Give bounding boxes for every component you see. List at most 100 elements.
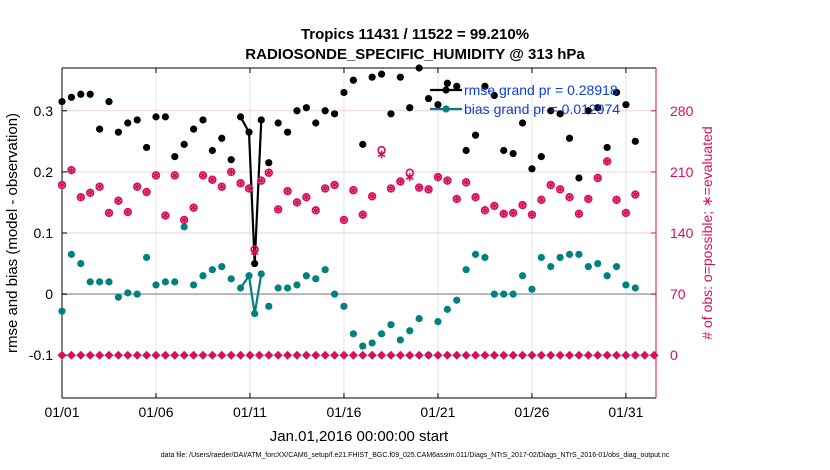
rmse-point [509,149,517,158]
y-tick-label-left: 0.1 [34,225,54,241]
rmse-point [67,93,75,101]
bias-series-line [239,272,263,314]
evaluated-obs-point [236,179,245,188]
bias-point [396,336,404,344]
evaluated-obs-point [105,208,113,217]
rmse-point [415,64,423,72]
evaluated-obs-point [189,203,198,212]
rmse-point [293,107,301,115]
rmse-point [199,116,207,124]
evaluated-obs-point [518,201,527,210]
bias-point [142,253,151,262]
zero-obs-marker [85,350,95,360]
evaluated-obs-point [622,208,630,217]
bias-point [86,278,94,286]
evaluated-obs-point [199,171,207,180]
x-tick-label: 01/01 [44,404,79,420]
evaluated-obs-point [293,198,301,207]
evaluated-obs-point [631,190,640,199]
zero-obs-marker [217,350,227,360]
legend-bias-swatch-marker [442,105,450,113]
y-tick-label-left: -0.1 [29,347,53,363]
bias-point [124,289,132,297]
legend-bias-label: bias grand pr = 0.012974 [464,101,620,117]
y-axis-label-left: rmse and bias (model - observation) [4,113,21,353]
bias-point [265,302,273,310]
zero-obs-marker [301,350,311,360]
rmse-point [359,140,367,148]
zero-obs-marker [283,350,293,360]
evaluated-obs-point [490,201,499,210]
zero-obs-marker [386,350,396,360]
bias-point [359,342,367,350]
evaluated-obs-point [250,248,259,257]
rmse-point [396,73,404,81]
bias-point [631,284,639,292]
rmse-point [180,140,188,148]
bias-point [368,339,376,347]
evaluated-obs-point [443,176,452,185]
zero-obs-marker [546,350,556,360]
x-axis-label: Jan.01,2016 00:00:00 start [270,428,449,445]
bias-point [161,278,169,286]
rmse-point [462,146,470,155]
y-tick-label-left: 0.3 [34,103,54,119]
evaluated-obs-point [358,210,367,219]
rmse-point [86,90,94,98]
evaluated-obs-point [481,206,489,215]
evaluated-obs-point [123,208,132,217]
rmse-point [236,113,245,121]
evaluated-obs-point [311,206,320,215]
evaluated-obs-point [76,193,85,202]
zero-obs-marker [555,350,565,360]
y-tick-label-right: 140 [670,225,694,241]
x-tick-label: 01/16 [326,404,361,420]
bias-point [518,272,527,280]
zero-obs-marker [132,350,142,360]
evaluated-obs-point [499,209,508,218]
bias-point [251,310,259,318]
rmse-point [603,143,611,152]
rmse-point [443,79,451,87]
bias-point [208,266,216,274]
rmse-point [274,119,282,127]
evaluated-obs-point [584,194,593,203]
y-tick-label-left: 0.2 [34,164,54,180]
evaluated-obs-point [180,215,189,224]
zero-obs-marker [320,350,330,360]
zero-obs-marker [245,350,255,360]
zero-obs-marker [198,350,208,360]
rmse-series-line [239,116,263,264]
bias-point [603,272,611,280]
x-tick-label: 01/21 [420,404,455,420]
zero-obs-marker [179,350,189,360]
bias-point [594,259,602,268]
zero-obs-marker [593,350,603,360]
rmse-point [208,146,216,155]
evaluated-obs-point [302,193,311,202]
evaluated-obs-point [95,182,104,191]
rmse-point [622,101,630,109]
rmse-point [58,98,66,106]
evaluated-obs-point [546,180,555,189]
bias-point [490,290,498,298]
evaluated-obs-point [612,195,621,204]
evaluated-obs-point [86,188,95,197]
zero-obs-marker [76,350,86,360]
evaluated-obs-point [283,187,292,196]
rmse-point [340,88,348,97]
rmse-point [387,110,395,118]
rmse-point [518,119,527,127]
evaluated-obs-point [170,171,179,180]
evaluated-obs-point [349,186,358,195]
zero-obs-marker [536,350,546,360]
evaluated-obs-point [603,157,611,166]
bias-point [584,263,592,271]
legend-rmse-swatch-marker [442,86,450,94]
bias-point [547,263,555,271]
bias-point [377,330,386,338]
zero-obs-marker [254,350,264,360]
zero-obs-marker [142,350,152,360]
evaluated-obs-point [424,185,433,194]
